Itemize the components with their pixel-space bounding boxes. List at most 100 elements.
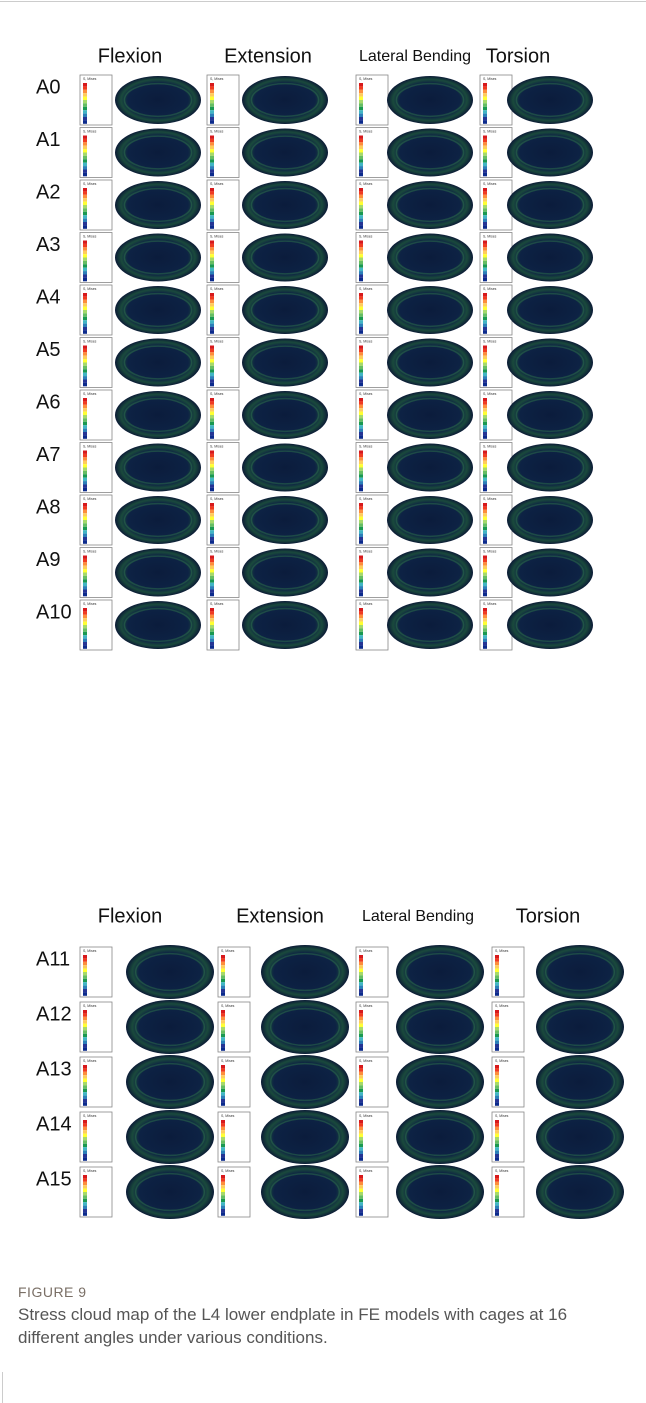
legend-swatch — [359, 251, 363, 254]
legend-swatch — [83, 622, 87, 625]
legend-swatch — [495, 992, 499, 995]
legend-swatch — [359, 173, 363, 176]
legend-swatch — [359, 93, 363, 96]
legend-swatch — [495, 1020, 499, 1023]
legend-swatch — [483, 530, 487, 533]
legend-swatch — [359, 366, 363, 369]
legend-swatch — [210, 520, 214, 523]
legend-swatch — [483, 608, 487, 611]
legend-swatch — [210, 222, 214, 225]
legend-swatch — [359, 215, 363, 218]
legend-swatch — [83, 1010, 87, 1013]
legend-swatch — [359, 225, 363, 228]
legend-swatch — [483, 615, 487, 618]
legend-swatch — [359, 471, 363, 474]
legend-swatch — [221, 1020, 225, 1023]
legend-swatch — [210, 523, 214, 526]
legend-swatch — [359, 149, 363, 152]
legend-swatch — [483, 625, 487, 628]
legend-swatch — [359, 222, 363, 225]
legend-swatch — [83, 191, 87, 194]
legend-swatch — [83, 569, 87, 572]
legend-swatch — [83, 639, 87, 642]
legend-swatch — [359, 969, 363, 972]
legend-swatch — [483, 346, 487, 349]
legend-swatch — [221, 1199, 225, 1202]
legend-swatch — [221, 979, 225, 982]
legend-swatch — [495, 1092, 499, 1095]
legend-swatch — [210, 173, 214, 176]
legend-title: S, Mises — [210, 497, 224, 501]
row-label: A1 — [36, 129, 60, 151]
legend-swatch — [210, 359, 214, 362]
legend-swatch — [83, 202, 87, 205]
legend-swatch — [359, 296, 363, 299]
legend-swatch — [83, 986, 87, 989]
legend-title: S, Mises — [210, 549, 224, 553]
legend-swatch — [210, 225, 214, 228]
legend-swatch — [359, 628, 363, 631]
legend-swatch — [210, 628, 214, 631]
legend-swatch — [483, 271, 487, 274]
legend-swatch — [359, 632, 363, 635]
legend-swatch — [359, 195, 363, 198]
legend-swatch — [359, 1189, 363, 1192]
legend-title: S, Mises — [495, 1169, 509, 1173]
legend-swatch — [495, 1120, 499, 1123]
legend-swatch — [210, 590, 214, 593]
legend-swatch — [483, 488, 487, 491]
legend-swatch — [359, 1212, 363, 1215]
legend-swatch — [483, 583, 487, 586]
legend-title: S, Mises — [483, 339, 497, 343]
legend-swatch — [483, 639, 487, 642]
legend-swatch — [483, 296, 487, 299]
legend-title: S, Mises — [83, 77, 97, 81]
row-label: A14 — [36, 1113, 72, 1135]
legend-swatch — [495, 1034, 499, 1037]
legend-swatch — [83, 1099, 87, 1102]
legend-swatch — [83, 307, 87, 310]
legend-title: S, Mises — [210, 182, 224, 186]
legend-swatch — [483, 622, 487, 625]
legend-swatch — [483, 300, 487, 303]
legend-swatch — [495, 1202, 499, 1205]
legend-swatch — [483, 170, 487, 173]
legend-swatch — [483, 593, 487, 596]
legend-title: S, Mises — [359, 287, 373, 291]
legend-swatch — [483, 628, 487, 631]
legend-swatch — [83, 188, 87, 191]
legend-swatch — [359, 992, 363, 995]
legend-swatch — [483, 425, 487, 428]
legend-swatch — [221, 992, 225, 995]
legend-swatch — [483, 324, 487, 327]
legend-swatch — [83, 1085, 87, 1088]
legend-swatch — [83, 962, 87, 965]
legend-swatch — [359, 1127, 363, 1130]
legend-swatch — [483, 474, 487, 477]
legend-swatch — [83, 1189, 87, 1192]
legend-swatch — [83, 562, 87, 565]
legend-title: S, Mises — [83, 949, 97, 953]
legend-swatch — [83, 258, 87, 261]
legend-swatch — [83, 1047, 87, 1050]
legend-swatch — [483, 313, 487, 316]
legend-swatch — [359, 278, 363, 281]
legend-swatch — [483, 149, 487, 152]
legend-swatch — [483, 373, 487, 376]
legend-swatch — [83, 120, 87, 123]
legend-swatch — [483, 303, 487, 306]
legend-swatch — [359, 330, 363, 333]
legend-swatch — [83, 320, 87, 323]
row-label: A6 — [36, 391, 60, 413]
legend-swatch — [83, 625, 87, 628]
legend-swatch — [483, 86, 487, 89]
legend-swatch — [83, 1212, 87, 1215]
legend-swatch — [210, 110, 214, 113]
legend-swatch — [483, 166, 487, 169]
legend-swatch — [210, 474, 214, 477]
legend-swatch — [83, 593, 87, 596]
legend-swatch — [221, 1079, 225, 1082]
legend-swatch — [83, 149, 87, 152]
legend-title: S, Mises — [83, 1004, 97, 1008]
legend-swatch — [210, 639, 214, 642]
